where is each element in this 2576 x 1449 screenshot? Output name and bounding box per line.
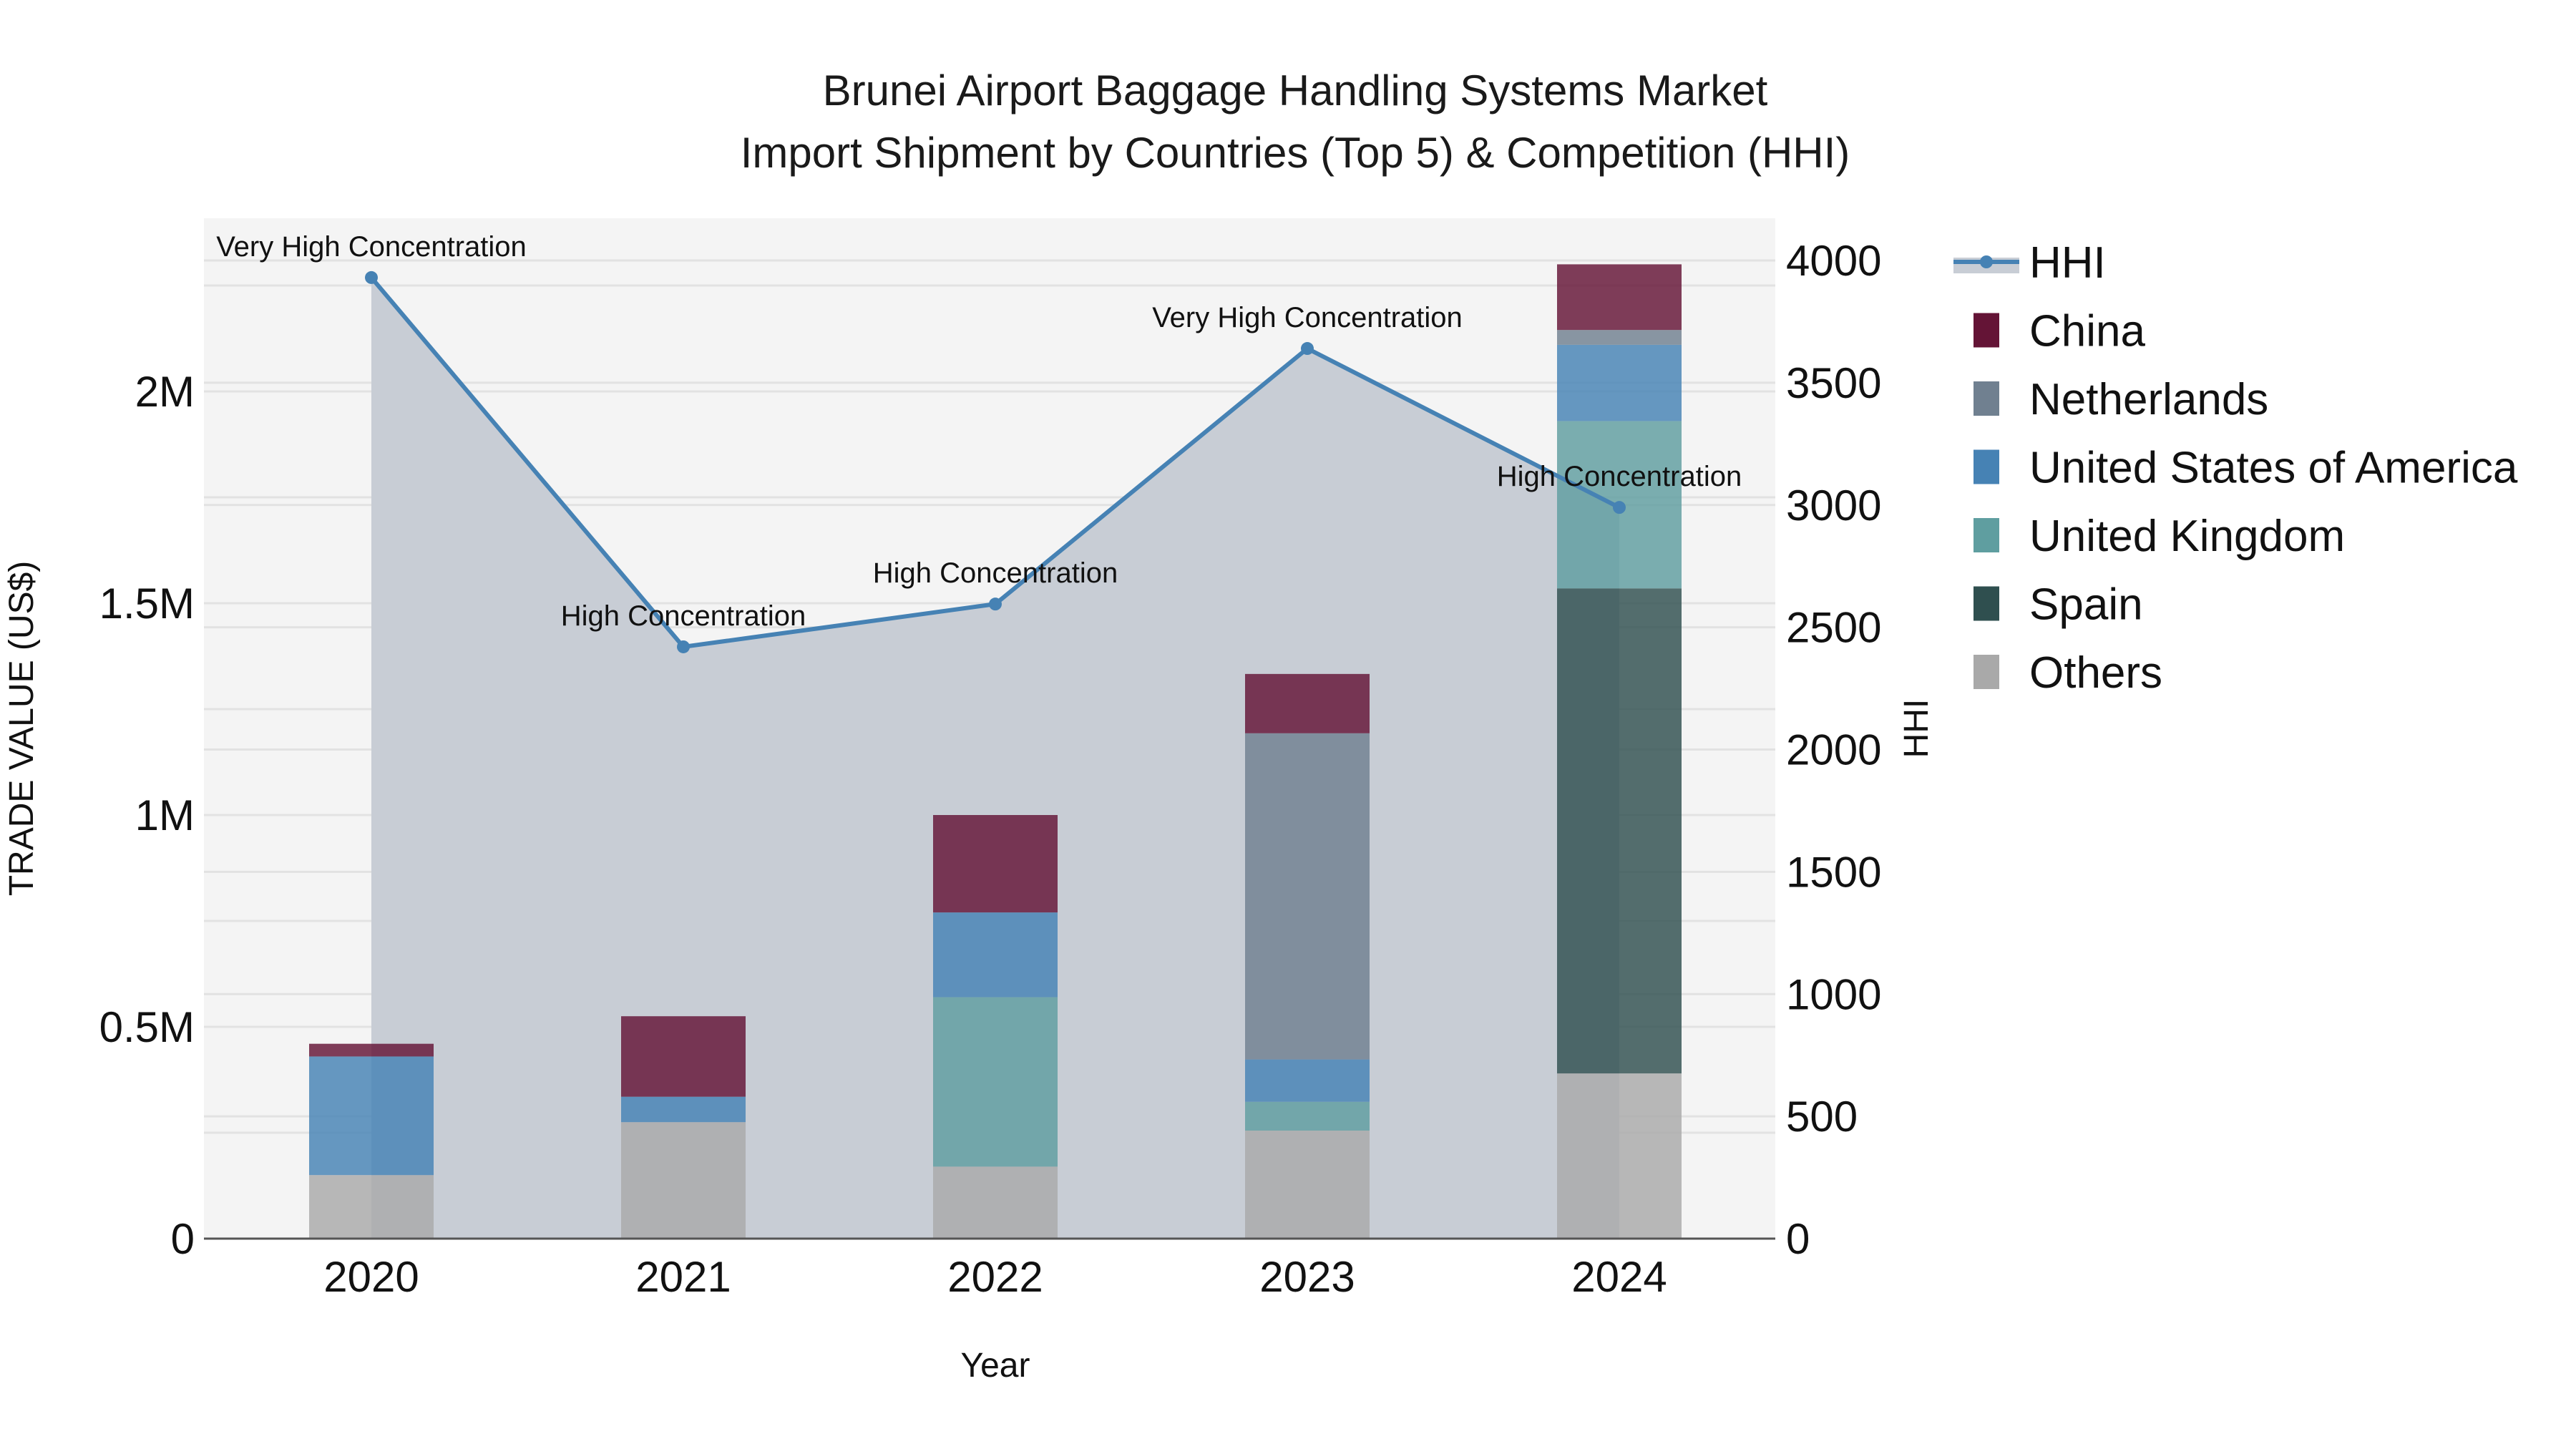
legend-label: HHI — [2029, 238, 2106, 288]
y-left-tick-label: 1.5M — [99, 580, 195, 628]
bar-segment-others[interactable] — [1245, 1131, 1370, 1239]
x-tick-label-2023: 2023 — [1259, 1253, 1355, 1301]
hhi-marker-2022[interactable] — [989, 597, 1002, 611]
hhi-annotation-2021: High Concentration — [561, 600, 806, 632]
y-right-tick-label: 1000 — [1786, 970, 1881, 1018]
y-right-tick-label: 500 — [1786, 1093, 1858, 1141]
bar-stack-2023 — [1245, 673, 1370, 1239]
legend: HHI China Netherlands United States of Amer… — [1953, 238, 2518, 698]
y-right-tick-label: 0 — [1786, 1215, 1810, 1263]
bar-segment-others[interactable] — [309, 1175, 434, 1239]
bar-segment-united-states-of-america[interactable] — [621, 1096, 746, 1123]
chart-title-line-2: Import Shipment by Countries (Top 5) & C… — [741, 129, 1850, 177]
bar-segment-netherlands[interactable] — [1245, 733, 1370, 1060]
legend-label: Others — [2029, 648, 2162, 698]
y-axis-right-ticks: 0 500 1000 1500 2000 2500 3000 3500 4000 — [1786, 237, 1881, 1263]
hhi-annotation-2020: Very High Concentration — [216, 231, 527, 263]
x-tick-label-2022: 2022 — [947, 1253, 1043, 1301]
bar-segment-spain[interactable] — [1557, 588, 1682, 1074]
legend-swatch-icon — [1974, 518, 1999, 552]
bar-segment-netherlands[interactable] — [1557, 330, 1682, 345]
x-tick-label-2020: 2020 — [323, 1253, 419, 1301]
legend-item-netherlands[interactable]: Netherlands — [1974, 375, 2268, 424]
hhi-annotation-2022: High Concentration — [873, 557, 1118, 589]
bar-segment-china[interactable] — [1557, 264, 1682, 331]
bar-segment-others[interactable] — [621, 1122, 746, 1239]
y-axis-right-title: HHI — [1898, 699, 1936, 758]
y-right-tick-label: 2000 — [1786, 726, 1881, 774]
legend-swatch-icon — [1974, 655, 1999, 689]
hhi-annotation-2024: High Concentration — [1497, 461, 1742, 492]
legend-marker-icon — [1980, 255, 1993, 268]
legend-label: Spain — [2029, 580, 2143, 630]
bar-segment-united-kingdom[interactable] — [933, 997, 1058, 1167]
legend-item-hhi[interactable]: HHI — [1953, 238, 2106, 288]
hhi-annotations: Very High Concentration High Concentratio… — [216, 231, 1742, 632]
legend-label: Netherlands — [2029, 375, 2268, 424]
legend-swatch-icon — [1974, 449, 1999, 484]
y-axis-left-ticks: 0 0.5M 1M 1.5M 2M — [99, 368, 195, 1263]
hhi-annotation-2023: Very High Concentration — [1152, 302, 1463, 333]
legend-item-united-kingdom[interactable]: United Kingdom — [1974, 512, 2345, 561]
y-right-tick-label: 3500 — [1786, 359, 1881, 407]
bar-stack-2020 — [309, 1043, 434, 1239]
legend-item-spain[interactable]: Spain — [1974, 580, 2143, 630]
legend-item-united-states-of-america[interactable]: United States of America — [1974, 444, 2518, 493]
bar-segment-united-states-of-america[interactable] — [1245, 1059, 1370, 1102]
y-right-tick-label: 1500 — [1786, 848, 1881, 896]
bar-segment-china[interactable] — [1245, 673, 1370, 733]
x-axis-ticks: 2020 2021 2022 2023 2024 — [323, 1253, 1667, 1301]
bar-segment-united-kingdom[interactable] — [1245, 1101, 1370, 1131]
chart-title-line-1: Brunei Airport Baggage Handling Systems … — [823, 67, 1768, 114]
hhi-marker-2020[interactable] — [365, 270, 378, 284]
bar-segment-united-states-of-america[interactable] — [309, 1056, 434, 1176]
bar-segment-others[interactable] — [1557, 1073, 1682, 1239]
y-axis-left-title: TRADE VALUE (US$) — [3, 561, 41, 897]
y-left-tick-label: 0.5M — [99, 1003, 195, 1051]
y-left-tick-label: 2M — [135, 368, 195, 416]
legend-item-others[interactable]: Others — [1974, 648, 2162, 698]
y-left-tick-label: 0 — [171, 1215, 195, 1263]
legend-swatch-icon — [1974, 586, 1999, 621]
hhi-marker-2023[interactable] — [1301, 342, 1314, 356]
y-right-tick-label: 3000 — [1786, 482, 1881, 530]
bar-segment-united-states-of-america[interactable] — [933, 912, 1058, 997]
bar-segment-united-states-of-america[interactable] — [1557, 344, 1682, 421]
bar-stack-2022 — [933, 815, 1058, 1239]
x-tick-label-2021: 2021 — [635, 1253, 731, 1301]
legend-label: United States of America — [2029, 444, 2518, 493]
bar-segment-china[interactable] — [621, 1016, 746, 1097]
x-axis-title: Year — [961, 1347, 1030, 1385]
legend-label: China — [2029, 307, 2146, 356]
bar-segment-china[interactable] — [933, 815, 1058, 913]
stacked-bars — [309, 264, 1682, 1239]
bar-segment-china[interactable] — [309, 1043, 434, 1057]
legend-label: United Kingdom — [2029, 512, 2345, 561]
y-right-tick-label: 2500 — [1786, 604, 1881, 652]
y-left-tick-label: 1M — [135, 791, 195, 839]
hhi-marker-2024[interactable] — [1613, 501, 1626, 514]
bar-stack-2024 — [1557, 264, 1682, 1239]
legend-swatch-icon — [1974, 313, 1999, 348]
legend-swatch-icon — [1974, 381, 1999, 416]
hhi-marker-2021[interactable] — [677, 640, 690, 653]
legend-item-china[interactable]: China — [1974, 307, 2146, 356]
hhi-line — [365, 270, 1626, 653]
x-tick-label-2024: 2024 — [1571, 1253, 1667, 1301]
bar-segment-others[interactable] — [933, 1166, 1058, 1239]
bar-stack-2021 — [621, 1016, 746, 1239]
y-right-tick-label: 4000 — [1786, 237, 1881, 285]
